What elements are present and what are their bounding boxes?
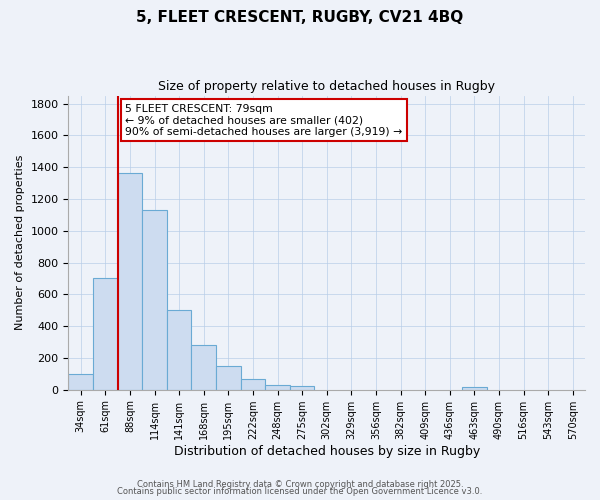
Y-axis label: Number of detached properties: Number of detached properties [15,155,25,330]
Bar [462,388,487,390]
Text: Contains public sector information licensed under the Open Government Licence v3: Contains public sector information licen… [118,487,482,496]
Title: Size of property relative to detached houses in Rugby: Size of property relative to detached ho… [158,80,495,93]
X-axis label: Distribution of detached houses by size in Rugby: Distribution of detached houses by size … [173,444,480,458]
Bar [93,278,118,390]
Bar [68,374,93,390]
Bar [142,210,167,390]
Bar [118,174,142,390]
Bar [191,345,216,390]
Text: 5, FLEET CRESCENT, RUGBY, CV21 4BQ: 5, FLEET CRESCENT, RUGBY, CV21 4BQ [136,10,464,25]
Bar [265,385,290,390]
Text: 5 FLEET CRESCENT: 79sqm
← 9% of detached houses are smaller (402)
90% of semi-de: 5 FLEET CRESCENT: 79sqm ← 9% of detached… [125,104,402,136]
Bar [167,310,191,390]
Bar [241,378,265,390]
Bar [290,386,314,390]
Bar [216,366,241,390]
Text: Contains HM Land Registry data © Crown copyright and database right 2025.: Contains HM Land Registry data © Crown c… [137,480,463,489]
